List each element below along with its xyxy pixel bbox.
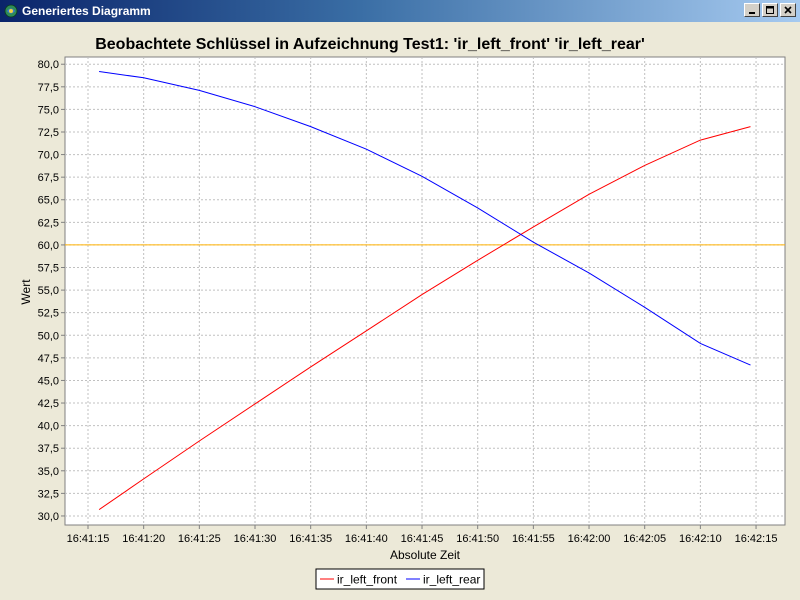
x-tick-label: 16:41:50: [456, 533, 499, 545]
y-tick-label: 42,5: [38, 398, 59, 410]
series-line-ir-left-rear: [99, 71, 751, 366]
y-tick-label: 37,5: [38, 443, 59, 455]
maximize-icon: [766, 6, 774, 14]
y-tick-label: 72,5: [38, 127, 59, 139]
x-tick-label: 16:41:15: [67, 533, 110, 545]
maximize-button[interactable]: [762, 3, 778, 17]
y-tick-label: 67,5: [38, 172, 59, 184]
close-button[interactable]: [780, 3, 796, 17]
legend-label-ir-left-front: ir_left_front: [337, 573, 398, 587]
y-tick-label: 75,0: [38, 104, 59, 116]
legend-box: [315, 568, 485, 590]
y-tick-label: 47,5: [38, 353, 59, 365]
y-tick-label: 57,5: [38, 263, 59, 275]
title-bar[interactable]: Generiertes Diagramm: [0, 0, 800, 22]
minimize-button[interactable]: [744, 3, 760, 17]
minimize-icon: [749, 12, 755, 14]
y-tick-label: 60,0: [38, 240, 59, 252]
y-tick-label: 35,0: [38, 466, 59, 478]
x-tick-label: 16:41:55: [512, 533, 555, 545]
y-tick-label: 40,0: [38, 421, 59, 433]
window-controls: [742, 3, 796, 17]
close-icon: [784, 6, 792, 14]
y-axis: 30,0 32,5 35,0 37,5 40,0 42,5 45,0 47,5 50,0 52,5…: [38, 59, 65, 523]
chart-title: Beobachtete Schlüssel in Aufzeichnung Te…: [95, 36, 645, 53]
grid-lines: [65, 57, 785, 525]
y-tick-label: 65,0: [38, 195, 59, 207]
x-tick-label: 16:42:15: [735, 533, 778, 545]
x-axis: 16:41:15 16:41:20 16:41:25 16:41:30 16:41:35…: [67, 525, 778, 545]
series-line-ir-left-front: [98, 126, 751, 511]
window-title: Generiertes Diagramm: [22, 4, 151, 18]
y-tick-label: 80,0: [38, 59, 59, 71]
x-tick-label: 16:42:05: [623, 533, 666, 545]
x-tick-label: 16:42:10: [679, 533, 722, 545]
x-tick-label: 16:41:30: [234, 533, 277, 545]
y-tick-label: 55,0: [38, 285, 59, 297]
x-tick-label: 16:41:35: [289, 533, 332, 545]
y-tick-label: 70,0: [38, 150, 59, 162]
y-axis-label: Wert: [19, 279, 33, 305]
x-tick-label: 16:41:20: [122, 533, 165, 545]
app-icon: [4, 4, 18, 18]
x-tick-label: 16:41:25: [178, 533, 221, 545]
x-tick-label: 16:42:00: [568, 533, 611, 545]
y-tick-label: 52,5: [38, 308, 59, 320]
plot-area: [64, 56, 786, 526]
y-tick-label: 32,5: [38, 488, 59, 500]
chart-panel: Beobachtete Schlüssel in Aufzeichnung Te…: [0, 22, 800, 600]
line-chart: Beobachtete Schlüssel in Aufzeichnung Te…: [19, 36, 786, 590]
x-tick-label: 16:41:40: [345, 533, 388, 545]
y-tick-label: 50,0: [38, 330, 59, 342]
legend: ir_left_front ir_left_rear: [315, 568, 485, 590]
legend-label-ir-left-rear: ir_left_rear: [423, 573, 480, 587]
x-axis-label: Absolute Zeit: [390, 548, 461, 562]
y-tick-label: 77,5: [38, 82, 59, 94]
y-tick-label: 30,0: [38, 511, 59, 523]
x-tick-label: 16:41:45: [401, 533, 444, 545]
y-tick-label: 62,5: [38, 217, 59, 229]
series-group: [98, 71, 751, 511]
y-tick-label: 45,0: [38, 375, 59, 387]
